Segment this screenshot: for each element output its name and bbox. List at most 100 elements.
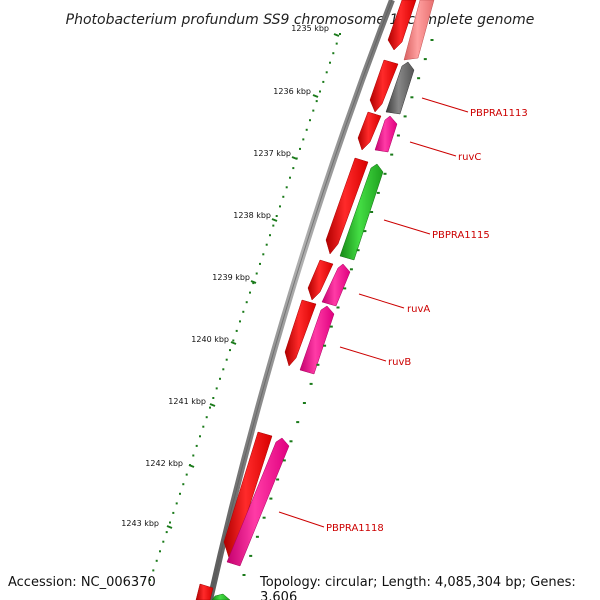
ruler-dot bbox=[255, 272, 258, 275]
ruler-dot bbox=[376, 191, 380, 194]
gene-label-group[interactable]: ruvC bbox=[409, 141, 481, 163]
gene-label-group[interactable]: ruvB bbox=[339, 346, 411, 368]
gene-feature-PBPRA1113[interactable] bbox=[385, 61, 415, 115]
tick-label: 1241 kbp bbox=[168, 397, 206, 406]
cds-feature[interactable] bbox=[307, 259, 334, 301]
ruler-dot bbox=[316, 363, 320, 366]
ruler-dot bbox=[363, 230, 367, 233]
ruler-dot bbox=[195, 444, 198, 447]
gene-label-group[interactable]: PBPRA1115 bbox=[383, 219, 490, 241]
ruler-dot bbox=[212, 397, 215, 399]
ruler-dot bbox=[325, 71, 328, 74]
ruler-tick: 1237 kbp bbox=[253, 149, 298, 160]
ruler-dot bbox=[315, 100, 318, 103]
gene-label[interactable]: PBPRA1118 bbox=[326, 523, 384, 534]
ruler-tick: 1235 kbp bbox=[291, 24, 340, 37]
ruler-dot bbox=[296, 421, 300, 424]
topology-text: Topology: circular; Length: 4,085,304 bp… bbox=[260, 575, 576, 600]
gene-label-group[interactable]: PBPRA1118 bbox=[278, 511, 384, 534]
ruler-tick: 1238 kbp bbox=[233, 211, 278, 222]
ruler-dot bbox=[242, 310, 245, 313]
ruler-dot bbox=[292, 167, 295, 170]
ruler-dot bbox=[305, 128, 308, 131]
ruler-dot bbox=[343, 287, 347, 290]
ruler-dot bbox=[249, 291, 251, 294]
ruler-dot bbox=[302, 138, 305, 141]
gene-feature-ruvB[interactable] bbox=[299, 305, 335, 375]
gene-label-group[interactable]: PBPRA1113 bbox=[421, 97, 528, 119]
ruler-dot bbox=[185, 473, 188, 476]
gene-feature-pink[interactable] bbox=[403, 0, 435, 61]
ruler-dot bbox=[262, 253, 265, 256]
ruler-dot bbox=[255, 535, 259, 538]
ruler-tick: 1243 kbp bbox=[121, 519, 173, 529]
ruler-dot bbox=[235, 329, 238, 332]
ruler-dot bbox=[179, 492, 181, 495]
ruler-dot bbox=[329, 325, 333, 328]
ruler-dot bbox=[309, 382, 313, 385]
ruler-dot bbox=[225, 358, 228, 361]
ruler-tick: 1239 kbp bbox=[212, 273, 257, 284]
tick-label: 1242 kbp bbox=[145, 459, 183, 468]
ruler-dot bbox=[175, 502, 178, 505]
ruler-dot bbox=[162, 540, 165, 543]
gene-feature-green-partial[interactable] bbox=[211, 593, 231, 600]
ruler-dot bbox=[239, 320, 241, 323]
gene-label[interactable]: PBPRA1113 bbox=[470, 108, 528, 119]
gene-label-group[interactable]: ruvA bbox=[358, 293, 430, 315]
ruler-dot bbox=[202, 425, 205, 428]
tick-label: 1237 kbp bbox=[253, 149, 291, 158]
ruler-dot bbox=[323, 344, 327, 347]
gene-labels: PBPRA1113 ruvC PBPRA1115 ruvA ruvB PBPRA… bbox=[278, 97, 528, 534]
ruler-dot bbox=[299, 147, 301, 150]
ruler-dot bbox=[276, 478, 280, 481]
cds-feature[interactable] bbox=[369, 59, 399, 113]
ruler-dot bbox=[336, 306, 340, 309]
ruler-dot bbox=[285, 186, 288, 189]
ruler-dot bbox=[199, 435, 201, 438]
ruler-dot bbox=[252, 282, 255, 285]
cds-feature[interactable] bbox=[357, 111, 382, 151]
ruler-dot bbox=[275, 215, 278, 217]
tick-label: 1238 kbp bbox=[233, 211, 271, 220]
ruler-dot bbox=[222, 368, 225, 371]
gene-label[interactable]: ruvB bbox=[388, 357, 411, 368]
outer-ruler-track bbox=[242, 39, 434, 576]
ruler-dot bbox=[289, 440, 293, 443]
gene-label[interactable]: ruvA bbox=[407, 304, 430, 315]
ruler-dot bbox=[302, 402, 306, 404]
gene-label[interactable]: ruvC bbox=[458, 152, 481, 163]
gene-feature-PBPRA1115[interactable] bbox=[339, 163, 384, 261]
ruler-dot bbox=[390, 153, 394, 156]
ruler-dot bbox=[309, 119, 311, 122]
cds-feature[interactable] bbox=[195, 583, 214, 600]
ruler-dot bbox=[245, 301, 248, 304]
ruler-dot bbox=[322, 80, 325, 83]
ruler-track bbox=[149, 33, 341, 581]
chromosome-backbone-edge bbox=[209, 0, 393, 600]
ruler-tick: 1241 kbp bbox=[168, 397, 216, 407]
ruler-dot bbox=[262, 516, 266, 519]
cds-feature[interactable] bbox=[325, 157, 369, 255]
cds-feature[interactable] bbox=[284, 299, 317, 367]
ruler-dot bbox=[349, 268, 353, 271]
ruler-dot bbox=[149, 579, 151, 581]
gene-feature-ruvA[interactable] bbox=[321, 263, 351, 307]
gene-feature-PBPRA1118[interactable] bbox=[226, 437, 290, 567]
gene-track bbox=[211, 0, 435, 600]
gene-label[interactable]: PBPRA1115 bbox=[432, 230, 490, 241]
gene-feature-ruvC[interactable] bbox=[374, 115, 398, 153]
cds-track bbox=[195, 0, 417, 600]
cds-feature[interactable] bbox=[387, 0, 417, 51]
ruler-dot bbox=[396, 134, 400, 137]
ruler-dot bbox=[259, 262, 261, 265]
ruler-dot bbox=[430, 39, 434, 41]
ruler-dot bbox=[319, 90, 321, 93]
ruler-dot bbox=[219, 377, 221, 380]
ruler-dot bbox=[242, 574, 246, 576]
tick-label: 1236 kbp bbox=[273, 87, 311, 96]
ruler-tick: 1240 kbp bbox=[191, 335, 237, 345]
ruler-dot bbox=[165, 531, 168, 534]
ruler-dot bbox=[209, 406, 211, 409]
